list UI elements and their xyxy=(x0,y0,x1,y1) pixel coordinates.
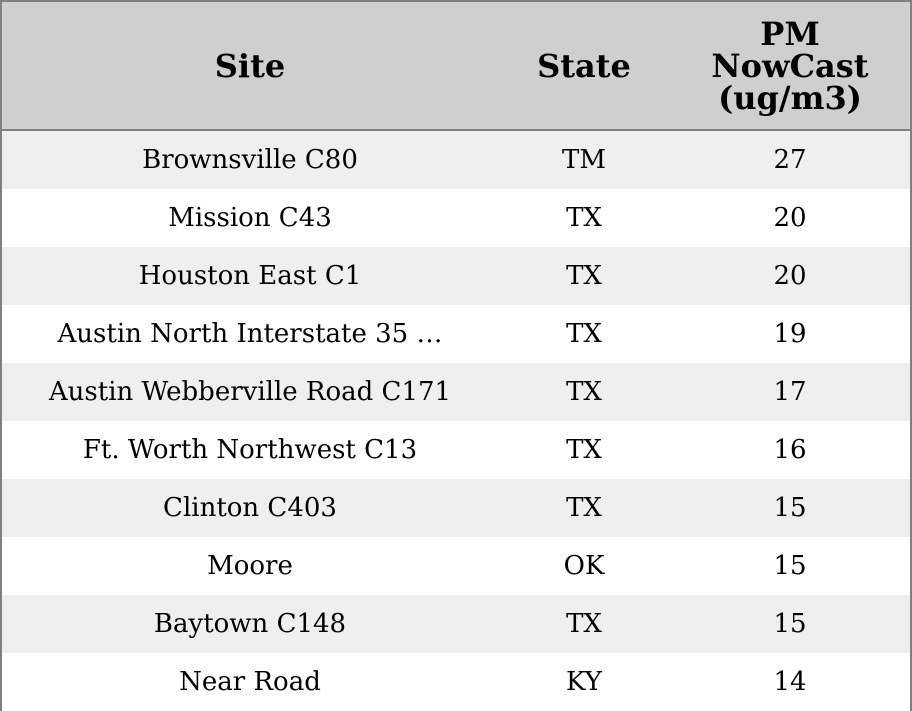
cell-state: OK xyxy=(563,551,605,581)
cell-pm: 14 xyxy=(773,667,807,697)
table-row[interactable]: Brownsville C80 TM 27 xyxy=(2,131,910,189)
cell-pm: 16 xyxy=(773,435,807,465)
table-row[interactable]: Baytown C148 TX 15 xyxy=(2,595,910,653)
cell-site: Austin Webberville Road C171 xyxy=(48,377,452,407)
cell-pm: 20 xyxy=(773,203,807,233)
cell-state: TM xyxy=(562,145,606,175)
cell-state: TX xyxy=(566,435,602,465)
table-row[interactable]: Moore OK 15 xyxy=(2,537,910,595)
cell-state: TX xyxy=(566,493,602,523)
cell-site: Brownsville C80 xyxy=(142,145,358,175)
header-state-label: State xyxy=(537,46,631,85)
table-row[interactable]: Near Road KY 14 xyxy=(2,653,910,711)
cell-site: Mission C43 xyxy=(168,203,332,233)
header-site-label: Site xyxy=(214,46,286,85)
cell-site: Baytown C148 xyxy=(153,609,347,639)
table-body: Brownsville C80 TM 27 Mission C43 TX 20 … xyxy=(2,131,910,711)
cell-site: Austin North Interstate 35 … xyxy=(57,319,443,349)
header-pm-label: PM NowCast (ug/m3) xyxy=(711,14,869,117)
cell-state: TX xyxy=(566,319,602,349)
table-row[interactable]: Mission C43 TX 20 xyxy=(2,189,910,247)
cell-pm: 15 xyxy=(773,493,807,523)
cell-state: TX xyxy=(566,203,602,233)
cell-pm: 15 xyxy=(773,551,807,581)
table-row[interactable]: Ft. Worth Northwest C13 TX 16 xyxy=(2,421,910,479)
cell-state: KY xyxy=(566,667,602,697)
header-site[interactable]: Site xyxy=(2,2,498,129)
table-header: Site State PM NowCast (ug/m3) xyxy=(2,2,910,131)
cell-site: Moore xyxy=(207,551,293,581)
table-row[interactable]: Clinton C403 TX 15 xyxy=(2,479,910,537)
cell-pm: 20 xyxy=(773,261,807,291)
cell-site: Houston East C1 xyxy=(138,261,362,291)
cell-site: Near Road xyxy=(179,667,321,697)
cell-pm: 27 xyxy=(773,145,807,175)
table-row[interactable]: Austin Webberville Road C171 TX 17 xyxy=(2,363,910,421)
cell-state: TX xyxy=(566,261,602,291)
header-state[interactable]: State xyxy=(498,2,670,129)
table-row[interactable]: Austin North Interstate 35 … TX 19 xyxy=(2,305,910,363)
header-pm[interactable]: PM NowCast (ug/m3) xyxy=(670,2,910,129)
cell-site: Clinton C403 xyxy=(163,493,337,523)
cell-pm: 15 xyxy=(773,609,807,639)
cell-pm: 17 xyxy=(773,377,807,407)
cell-state: TX xyxy=(566,609,602,639)
cell-pm: 19 xyxy=(773,319,807,349)
table-row[interactable]: Houston East C1 TX 20 xyxy=(2,247,910,305)
cell-state: TX xyxy=(566,377,602,407)
cell-site: Ft. Worth Northwest C13 xyxy=(82,435,418,465)
